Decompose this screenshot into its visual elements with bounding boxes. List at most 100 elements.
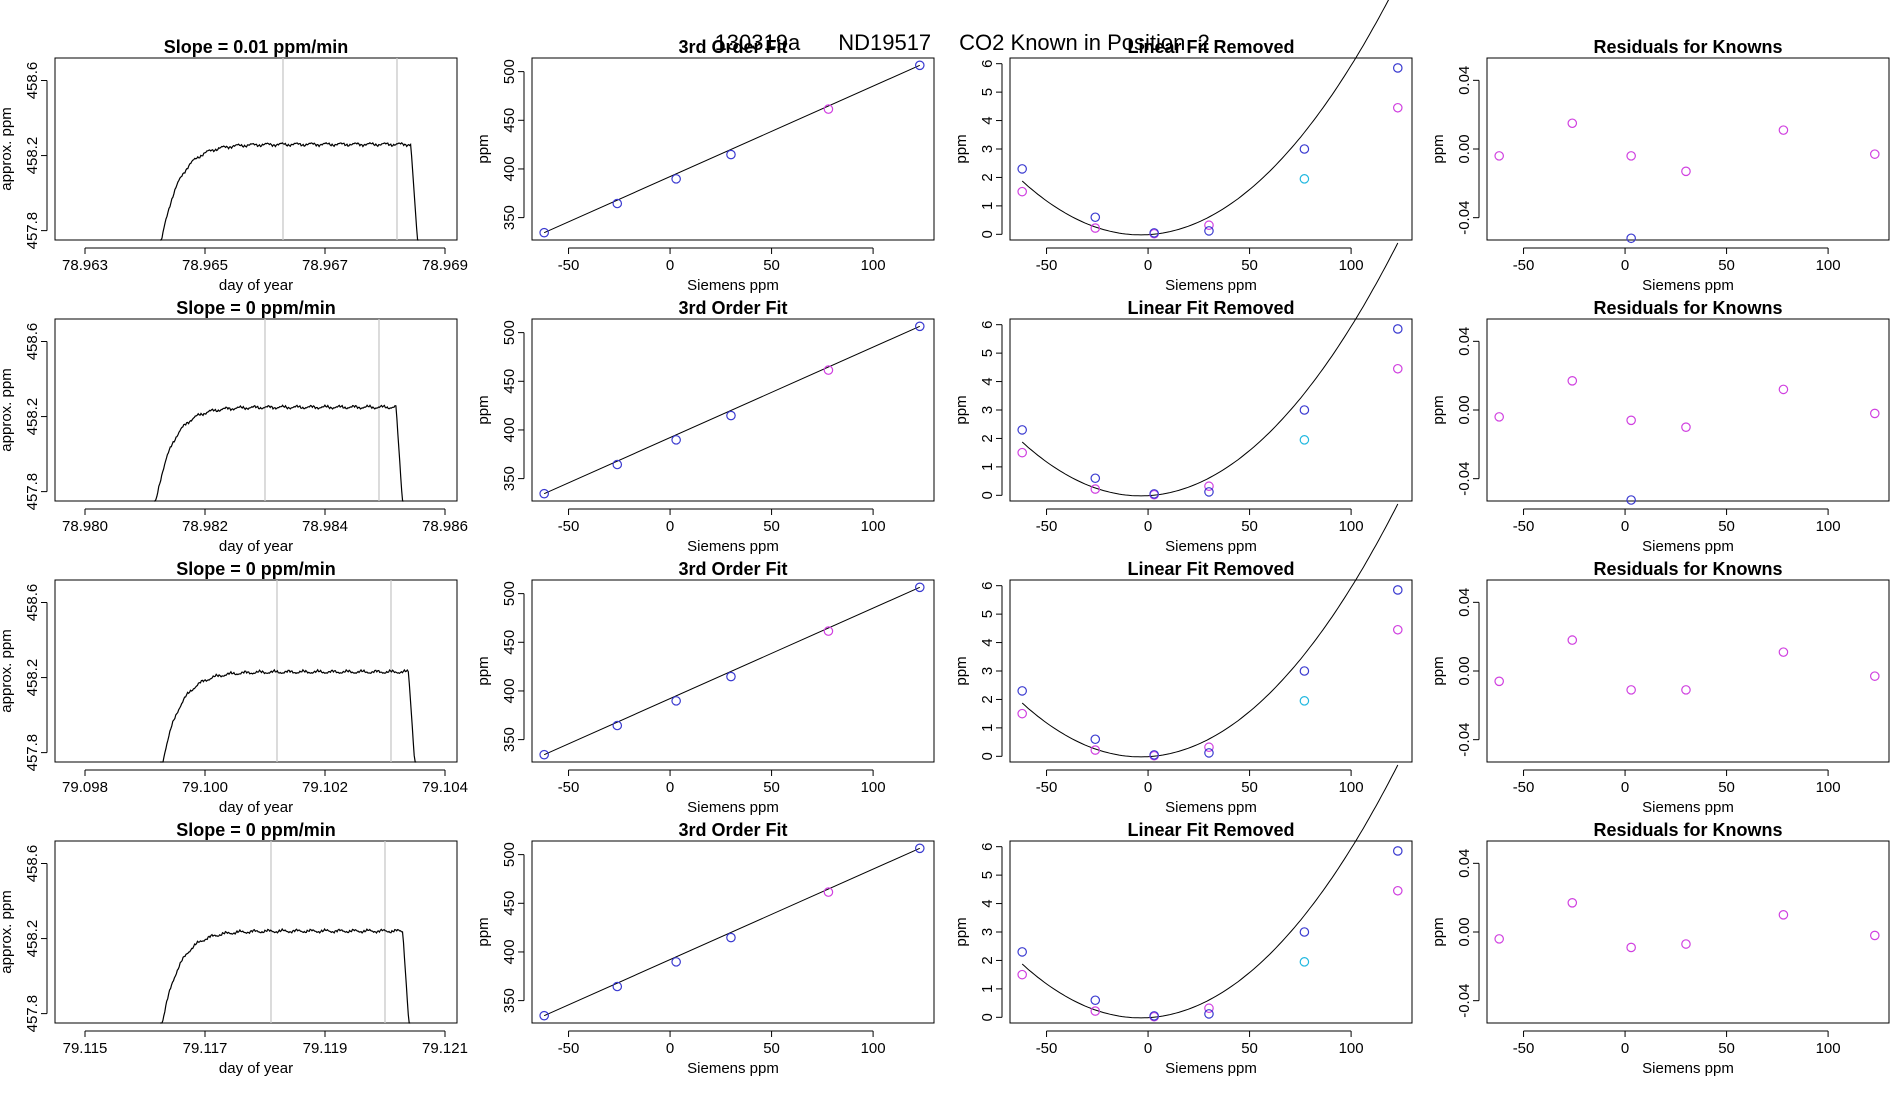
residual-point xyxy=(1778,910,1789,920)
y-tick-label: 6 xyxy=(979,843,996,851)
x-tick-label: 78.986 xyxy=(422,518,468,535)
x-tick-label: 100 xyxy=(1816,257,1841,274)
linear-removed-panel: -50 0 50 100 0 1 2 3 4 5 6 Linear Fit Removed Siemen… xyxy=(953,242,1413,555)
plot-frame xyxy=(54,318,458,502)
y-tick-label: 400 xyxy=(501,939,518,964)
panel-title: Residuals for Knowns xyxy=(1593,820,1782,840)
x-tick-label: 78.980 xyxy=(62,518,108,535)
residual-point xyxy=(1626,415,1636,426)
x-tick-label: 0 xyxy=(666,518,674,535)
y-tick-label: 500 xyxy=(501,320,518,345)
reference-point xyxy=(823,887,834,897)
x-tick-label: 0 xyxy=(666,779,674,796)
y-tick-label: 400 xyxy=(501,156,518,181)
reference-point xyxy=(1204,742,1214,753)
residual-point xyxy=(1869,930,1880,941)
y-tick-label: 458.2 xyxy=(24,137,41,175)
x-tick-label: 50 xyxy=(1241,779,1258,796)
x-tick-label: 79.104 xyxy=(422,779,468,796)
residual-point xyxy=(1567,635,1578,645)
x-axis-label: Siemens ppm xyxy=(1642,1060,1734,1077)
y-tick-label: 500 xyxy=(501,59,518,84)
timeseries-line xyxy=(160,668,417,763)
y-tick-label: 1 xyxy=(979,724,996,732)
y-tick-label: 457.8 xyxy=(24,473,41,511)
residual-point xyxy=(1869,408,1880,419)
y-tick-label: 4 xyxy=(979,116,996,124)
target-point xyxy=(1299,174,1310,184)
y-tick-label: 6 xyxy=(979,582,996,590)
standard-point xyxy=(1090,995,1101,1006)
standard-point xyxy=(1017,425,1027,435)
y-tick-label: 6 xyxy=(979,321,996,329)
x-tick-label: 0 xyxy=(1144,257,1152,274)
x-tick-label: 78.963 xyxy=(62,257,108,274)
x-tick-label: 50 xyxy=(1241,1040,1258,1057)
panel-title: Linear Fit Removed xyxy=(1127,820,1294,840)
y-tick-label: 400 xyxy=(501,417,518,442)
standard-point xyxy=(726,671,736,682)
x-tick-label: 79.119 xyxy=(303,1040,348,1057)
x-tick-label: 100 xyxy=(861,257,886,274)
y-tick-label: 5 xyxy=(979,349,996,357)
y-axis-label: ppm xyxy=(475,917,492,946)
reference-point xyxy=(1392,885,1403,896)
x-tick-label: 79.121 xyxy=(422,1040,468,1057)
x-tick-label: 79.100 xyxy=(182,779,228,796)
x-tick-label: 0 xyxy=(1621,1040,1629,1057)
standard-point xyxy=(612,981,623,992)
x-tick-label: -50 xyxy=(1036,257,1058,274)
y-axis-label: approx. ppm xyxy=(0,107,15,190)
y-tick-label: 450 xyxy=(501,630,518,655)
y-tick-label: 4 xyxy=(979,899,996,907)
y-tick-label: 2 xyxy=(979,434,996,442)
x-tick-label: 50 xyxy=(1718,1040,1735,1057)
residual-point xyxy=(1778,384,1789,395)
plot-frame xyxy=(1486,57,1890,241)
fit-panel: -50 0 50 100 350 400 450 500 3rd Order Fit Siemen… xyxy=(475,298,935,555)
y-tick-label: -0.04 xyxy=(1456,984,1473,1018)
x-tick-label: 100 xyxy=(1816,518,1841,535)
standard-point xyxy=(1299,144,1310,154)
standard-point xyxy=(1204,226,1214,236)
x-tick-label: 79.098 xyxy=(62,779,108,796)
y-axis-label: approx. ppm xyxy=(0,368,15,451)
standard-point xyxy=(1204,1009,1214,1019)
linear-removed-panel: -50 0 50 100 0 1 2 3 4 5 6 Linear Fit Removed Siemen… xyxy=(953,764,1413,1077)
panel-title: 3rd Order Fit xyxy=(678,298,787,318)
y-tick-label: 2 xyxy=(979,956,996,964)
standard-point xyxy=(539,749,549,760)
x-tick-label: 50 xyxy=(1241,518,1258,535)
standard-point xyxy=(914,843,925,854)
panel-title: 3rd Order Fit xyxy=(678,37,787,57)
y-axis-label: ppm xyxy=(953,134,970,163)
fit-line xyxy=(543,325,920,495)
y-tick-label: 500 xyxy=(501,842,518,867)
panel-title: 3rd Order Fit xyxy=(678,559,787,579)
y-axis-label: ppm xyxy=(953,917,970,946)
plot-frame xyxy=(1486,840,1890,1024)
y-axis-label: ppm xyxy=(953,656,970,685)
x-tick-label: 50 xyxy=(763,779,780,796)
x-tick-label: 100 xyxy=(1339,518,1364,535)
timeseries-line xyxy=(160,141,419,241)
y-tick-label: 2 xyxy=(979,173,996,181)
target-point xyxy=(1299,435,1310,445)
y-axis-label: ppm xyxy=(475,395,492,424)
residual-point xyxy=(1626,151,1636,161)
y-tick-label: 0.04 xyxy=(1456,849,1473,878)
y-tick-label: 0.00 xyxy=(1456,656,1473,685)
panel-title: Linear Fit Removed xyxy=(1127,298,1294,318)
y-tick-label: 350 xyxy=(501,205,518,230)
residuals-panel: -50 0 50 100 -0.04 0.00 0.04 Residuals for Know… xyxy=(1430,559,1890,816)
standard-point xyxy=(1392,846,1403,856)
reference-point xyxy=(1090,484,1101,494)
y-tick-label: 350 xyxy=(501,988,518,1013)
fit-line xyxy=(543,586,920,756)
y-tick-label: 458.2 xyxy=(24,920,41,958)
x-axis-label: Siemens ppm xyxy=(1642,277,1734,294)
panel-title: Residuals for Knowns xyxy=(1593,559,1782,579)
y-tick-label: 0.04 xyxy=(1456,327,1473,356)
plot-frame xyxy=(1009,318,1413,502)
plot-frame xyxy=(54,57,458,241)
